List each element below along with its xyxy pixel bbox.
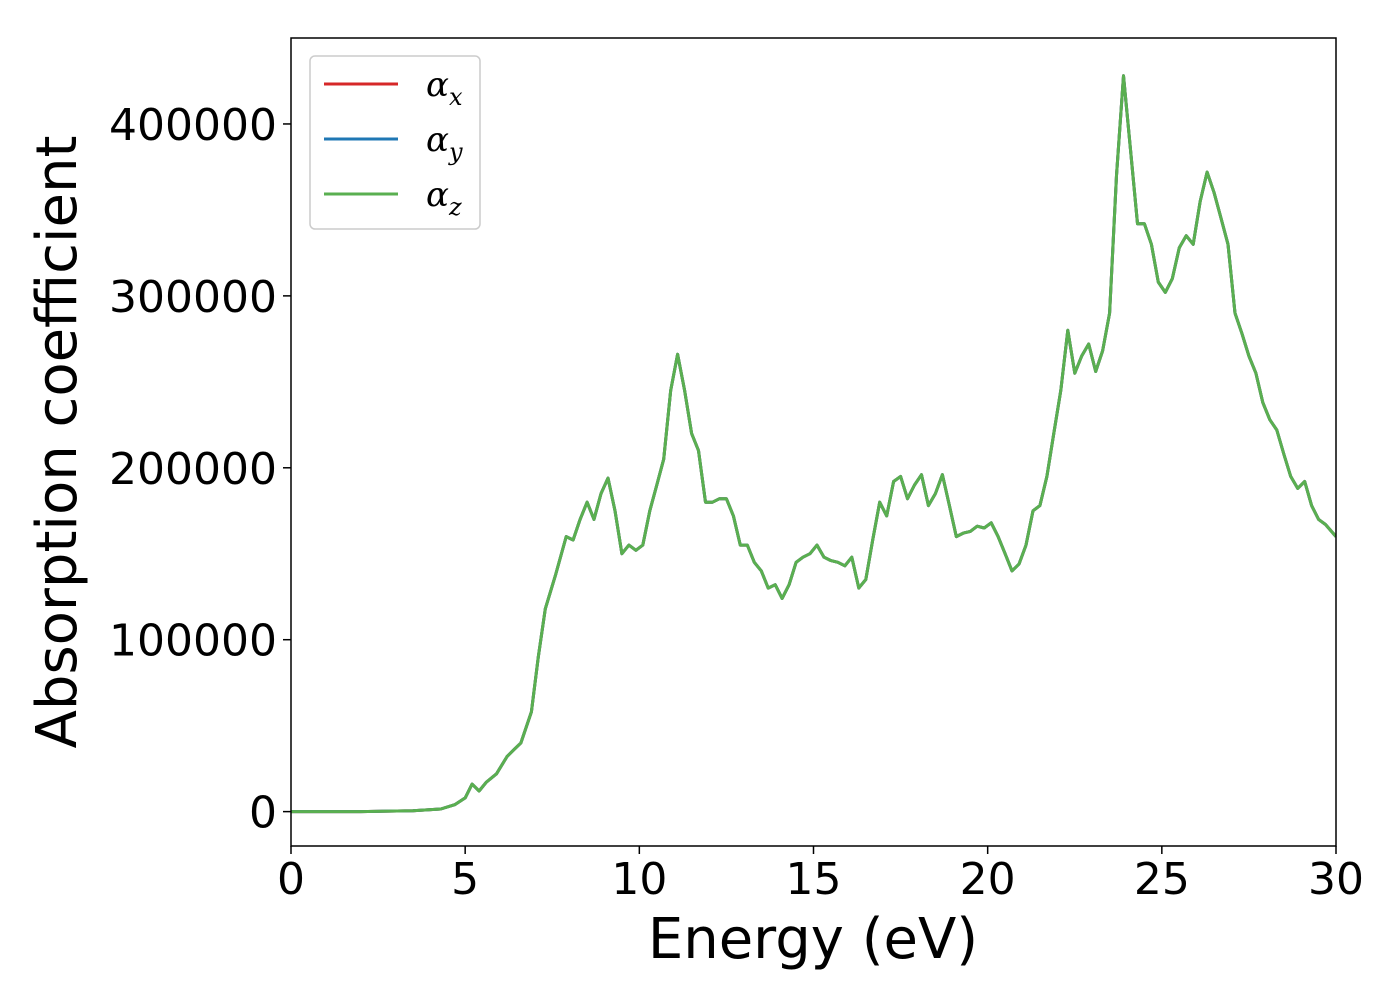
- legend-symbol: α: [426, 120, 449, 160]
- y-tick-label: 0: [249, 788, 277, 839]
- x-tick-label: 10: [611, 854, 667, 905]
- x-axis: 0 5 10 15 20 25 30: [277, 846, 1364, 905]
- legend-symbol: α: [426, 175, 449, 215]
- x-tick-label: 20: [960, 854, 1016, 905]
- x-tick-label: 30: [1308, 854, 1364, 905]
- x-tick-label: 15: [786, 854, 842, 905]
- y-tick-label: 400000: [109, 100, 277, 151]
- legend-entry-x: αx: [426, 65, 463, 111]
- y-tick-label: 200000: [109, 444, 277, 495]
- x-axis-label: Energy (eV): [648, 907, 978, 972]
- series-layer: [291, 74, 1336, 814]
- y-tick-label: 300000: [109, 272, 277, 323]
- legend-subscript: z: [448, 193, 462, 221]
- y-tick-label: 100000: [109, 616, 277, 667]
- legend-entry-y: αy: [426, 120, 463, 166]
- x-tick-label: 25: [1134, 854, 1190, 905]
- x-tick-label: 5: [451, 854, 479, 905]
- legend-box: [309, 55, 481, 230]
- legend-symbol: α: [426, 65, 449, 105]
- legend-subscript: x: [449, 83, 463, 111]
- legend-subscript: y: [448, 138, 463, 166]
- series-line-z: [291, 74, 1336, 814]
- y-axis-label: Absorption coefficient: [25, 136, 90, 749]
- x-tick-label: 0: [277, 854, 305, 905]
- legend-entry-z: αz: [426, 175, 462, 221]
- y-axis: 0 100000 200000 300000 400000: [109, 100, 291, 839]
